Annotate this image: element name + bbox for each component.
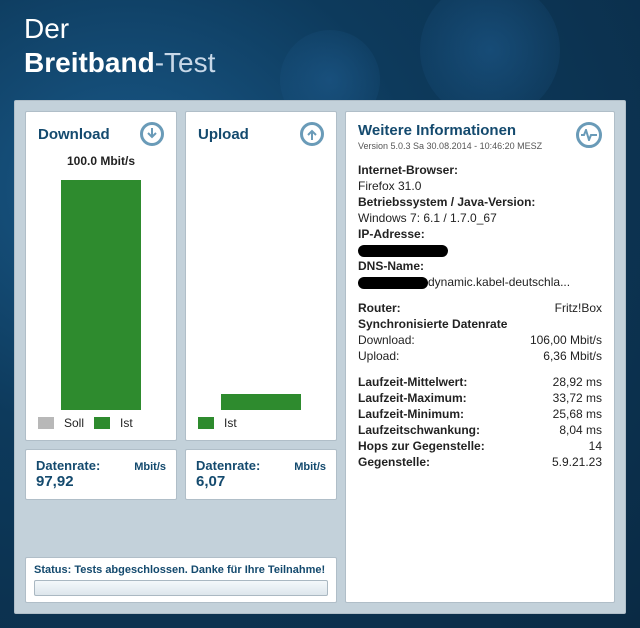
- download-bar-area: [38, 168, 164, 416]
- download-bar-ist: [61, 180, 141, 410]
- download-card: Download 100.0 Mbit/s Soll Ist: [25, 111, 177, 441]
- legend-ist-swatch: [198, 417, 214, 429]
- ip-redacted: [358, 245, 448, 257]
- upload-icon: [300, 122, 324, 146]
- sync-ul-value: 6,36 Mbit/s: [543, 349, 602, 363]
- download-title: Download: [38, 126, 110, 143]
- upload-title: Upload: [198, 126, 249, 143]
- os-value: Windows 7: 6.1 / 1.7.0_67: [358, 211, 602, 225]
- pulse-icon: [576, 122, 602, 148]
- download-rate-value: 97,92: [36, 473, 74, 490]
- browser-value: Firefox 31.0: [358, 179, 602, 193]
- upload-bar-area: [198, 168, 324, 416]
- status-text: Tests abgeschlossen. Danke für Ihre Teil…: [74, 564, 325, 576]
- progress-bar: [34, 580, 328, 596]
- router-value: Fritz!Box: [555, 301, 602, 315]
- upload-card: Upload Ist: [185, 111, 337, 441]
- upload-bar-ist: [221, 394, 301, 410]
- upload-rate-card: Datenrate: 6,07 Mbit/s: [185, 449, 337, 500]
- upload-rate-value: 6,07: [196, 473, 225, 490]
- info-card: Weitere Informationen Version 5.0.3 Sa 3…: [345, 111, 615, 603]
- download-legend: Soll Ist: [38, 416, 164, 430]
- download-icon: [140, 122, 164, 146]
- dns-redacted: [358, 277, 428, 289]
- legend-soll-swatch: [38, 417, 54, 429]
- main-panel: Download 100.0 Mbit/s Soll Ist Datenrate…: [14, 100, 626, 614]
- sync-dl-value: 106,00 Mbit/s: [530, 333, 602, 347]
- info-version: Version 5.0.3 Sa 30.08.2014 - 10:46:20 M…: [358, 141, 542, 151]
- download-rate-card: Datenrate: 97,92 Mbit/s: [25, 449, 177, 500]
- legend-ist-swatch: [94, 417, 110, 429]
- info-title: Weitere Informationen: [358, 122, 542, 139]
- status-card: Status: Tests abgeschlossen. Danke für I…: [25, 557, 337, 603]
- download-soll-label: 100.0 Mbit/s: [38, 154, 164, 168]
- upload-legend: Ist: [198, 416, 324, 430]
